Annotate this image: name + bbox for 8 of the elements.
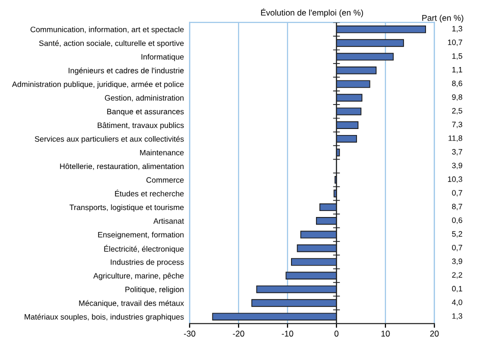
x-tick-label: -10 <box>282 330 294 337</box>
x-tick-label: -30 <box>184 330 196 337</box>
text: Part (en %) <box>422 14 464 22</box>
x-tick-label: 20 <box>430 330 439 337</box>
x-tick-label: 0 <box>334 330 338 337</box>
chart-title: Évolution de l'emploi (en %) <box>261 8 363 18</box>
x-tick-label: 10 <box>381 330 390 337</box>
x-tick-label: -20 <box>232 330 244 337</box>
